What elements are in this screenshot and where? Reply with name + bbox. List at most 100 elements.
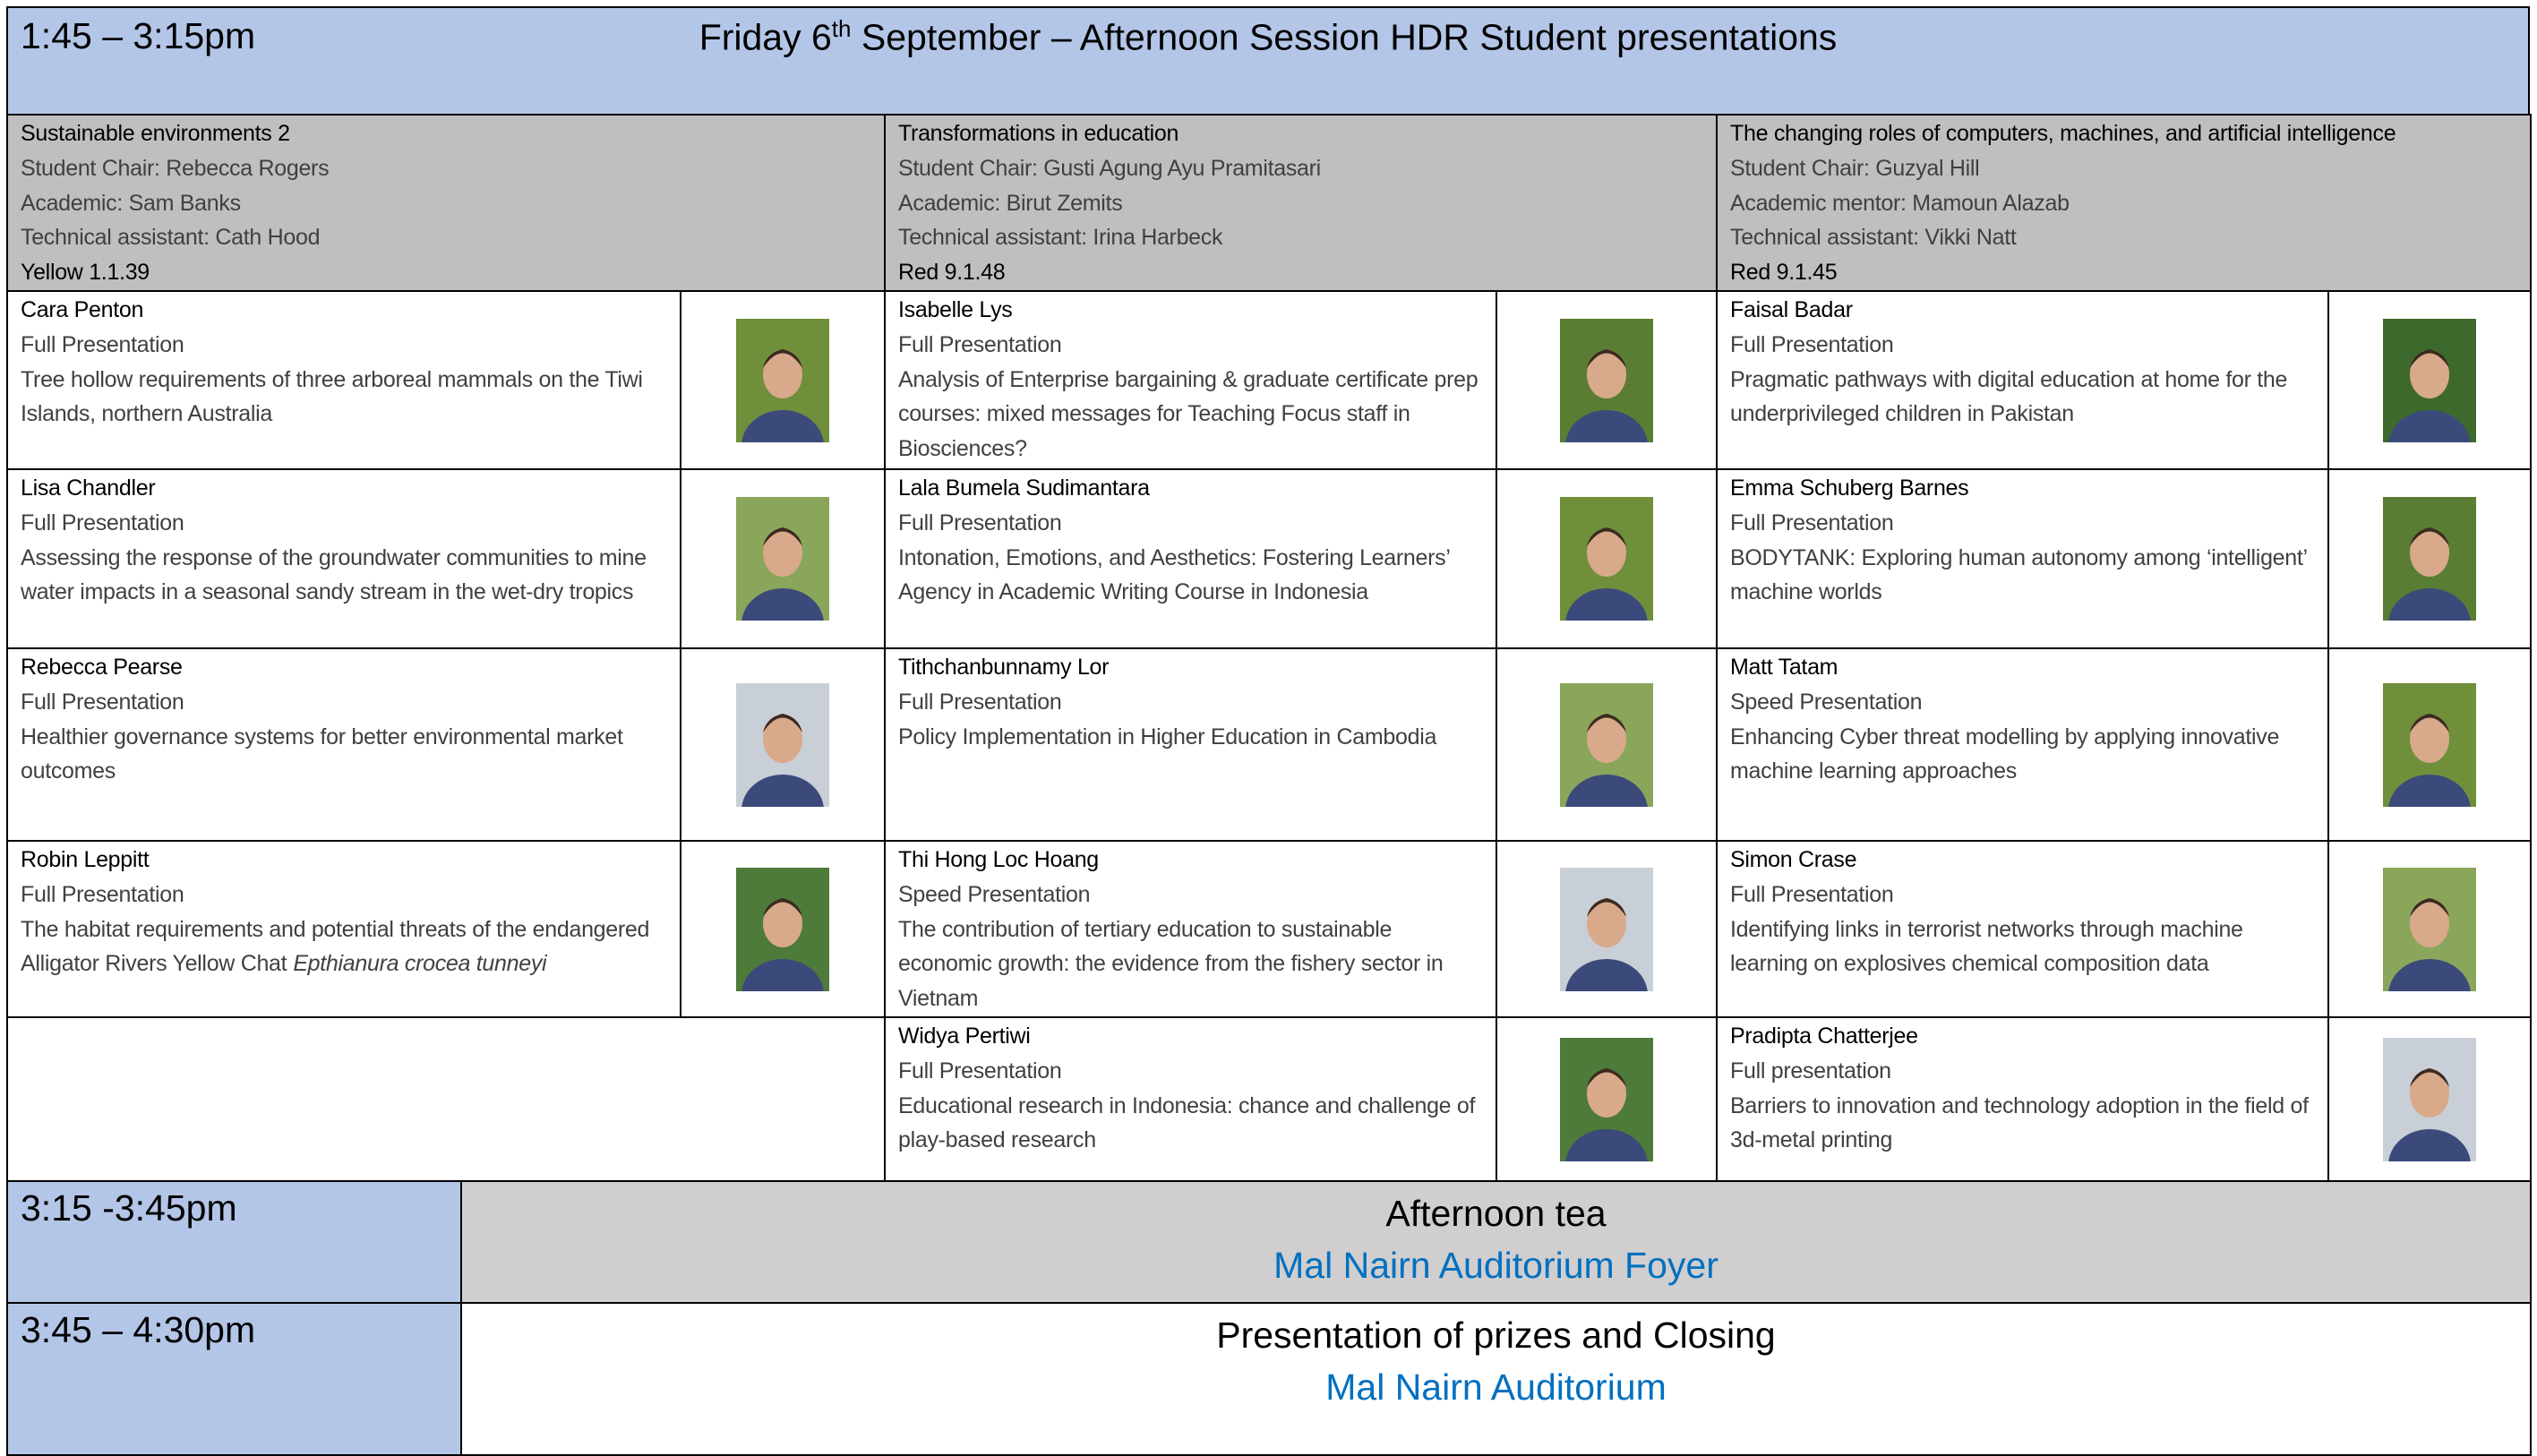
break-content: Afternoon tea Mal Nairn Auditorium Foyer: [462, 1187, 2530, 1291]
presenter-name: Pradipta Chatterjee: [1730, 1023, 1918, 1049]
title-text: Intonation, Emotions, and Aesthetics: Fo…: [898, 544, 1450, 605]
break-location: Mal Nairn Auditorium Foyer: [1273, 1245, 1718, 1286]
session-technical: Technical assistant: Irina Harbeck: [898, 225, 1223, 251]
break-time: 3:45 – 4:30pm: [21, 1309, 256, 1350]
presentation-type: Full Presentation: [898, 689, 1062, 715]
title-ordinal: th: [831, 15, 852, 42]
presenter-cell: Thi Hong Loc Hoang Speed Presentation The …: [884, 840, 1497, 1018]
photo-cell: [680, 290, 886, 470]
presentation-title: The habitat requirements and potential t…: [21, 912, 667, 982]
presenter-info: Rebecca Pearse Full Presentation Healthier…: [8, 649, 680, 789]
presenter-name: Isabelle Lys: [898, 297, 1013, 322]
session-name: The changing roles of computers, machine…: [1730, 121, 2396, 146]
presentation-type: Full Presentation: [898, 331, 1062, 357]
presenter-cell: Faisal Badar Full Presentation Pragmatic p…: [1716, 290, 2329, 470]
presenter-info: Matt Tatam Speed Presentation Enhancing Cy…: [1718, 649, 2327, 789]
title-text: The habitat requirements and potential t…: [21, 916, 650, 977]
title-text: Assessing the response of the groundwate…: [21, 544, 647, 605]
presentation-title: Assessing the response of the groundwate…: [21, 541, 667, 611]
session-academic: Academic mentor: Mamoun Alazab: [1730, 190, 2070, 216]
title-text: The contribution of tertiary education t…: [898, 916, 1444, 1012]
photo: [736, 318, 829, 442]
break-time-cell: 3:15 -3:45pm: [6, 1180, 462, 1304]
presentation-type: Full Presentation: [1730, 881, 1894, 907]
presentation-type: Full Presentation: [21, 881, 184, 907]
title-part: Friday 6: [699, 16, 832, 58]
presenter-info: Simon Crase Full Presentation Identifying …: [1718, 842, 2327, 981]
photo-cell: [1496, 1016, 1718, 1182]
break-title: Presentation of prizes and Closing: [1216, 1315, 1776, 1356]
presenter-name: Thi Hong Loc Hoang: [898, 847, 1099, 872]
title-text: Analysis of Enterprise bargaining & grad…: [898, 366, 1478, 462]
presentation-type: Full Presentation: [898, 510, 1062, 535]
presentation-type: Speed Presentation: [1730, 689, 1923, 715]
session-name: Sustainable environments 2: [21, 121, 290, 146]
presentation-title: Educational research in Indonesia: chanc…: [898, 1089, 1483, 1159]
session-room: Red 9.1.45: [1730, 260, 1838, 286]
photo: [2383, 682, 2476, 807]
break-content: Presentation of prizes and Closing Mal Na…: [462, 1309, 2530, 1413]
presenter-name: Matt Tatam: [1730, 655, 1838, 680]
presenter-info: Robin Leppitt Full Presentation The habita…: [8, 842, 680, 981]
presenter-cell: Emma Schuberg Barnes Full Presentation BOD…: [1716, 468, 2329, 649]
presentation-title: Identifying links in terrorist networks …: [1730, 912, 2315, 982]
title-text: Policy Implementation in Higher Educatio…: [898, 724, 1437, 749]
break-time: 3:15 -3:45pm: [21, 1187, 237, 1229]
photo: [1560, 682, 1653, 807]
presentation-type: Full presentation: [1730, 1058, 1891, 1083]
photo: [736, 867, 829, 991]
photo: [2383, 867, 2476, 991]
presentation-type: Speed Presentation: [898, 881, 1091, 907]
title-text: Identifying links in terrorist networks …: [1730, 916, 2243, 977]
session-info: The changing roles of computers, machine…: [1718, 116, 2530, 290]
photo: [2383, 497, 2476, 621]
session-header: Sustainable environments 2 Student Chair:…: [6, 114, 886, 292]
presenter-cell: Lala Bumela Sudimantara Full Presentation…: [884, 468, 1497, 649]
presenter-name: Lala Bumela Sudimantara: [898, 475, 1150, 501]
photo: [736, 682, 829, 807]
presenter-name: Rebecca Pearse: [21, 655, 183, 680]
session-chair: Student Chair: Rebecca Rogers: [21, 155, 330, 181]
session-info: Sustainable environments 2 Student Chair:…: [8, 116, 884, 290]
presenter-cell: Cara Penton Full Presentation Tree hollow …: [6, 290, 681, 470]
session-header: Transformations in education Student Chai…: [884, 114, 1718, 292]
presentation-title: Intonation, Emotions, and Aesthetics: Fo…: [898, 541, 1483, 611]
photo-cell: [2327, 840, 2532, 1018]
photo-cell: [680, 647, 886, 842]
break-location: Mal Nairn Auditorium: [1325, 1366, 1667, 1408]
presenter-info: Emma Schuberg Barnes Full Presentation BOD…: [1718, 470, 2327, 610]
title-text: Pragmatic pathways with digital educatio…: [1730, 366, 2288, 427]
photo: [1560, 497, 1653, 621]
presenter-name: Tithchanbunnamy Lor: [898, 655, 1110, 680]
presenter-info: Faisal Badar Full Presentation Pragmatic p…: [1718, 292, 2327, 432]
presenter-cell: Simon Crase Full Presentation Identifying …: [1716, 840, 2329, 1018]
presenter-info: Thi Hong Loc Hoang Speed Presentation The …: [886, 842, 1496, 1016]
presenter-cell: Widya Pertiwi Full Presentation Educationa…: [884, 1016, 1497, 1182]
presenter-name: Faisal Badar: [1730, 297, 1853, 322]
break-title: Afternoon tea: [1385, 1193, 1607, 1234]
presenter-cell: Isabelle Lys Full Presentation Analysis of…: [884, 290, 1497, 470]
photo-cell: [2327, 1016, 2532, 1182]
title-text: Barriers to innovation and technology ad…: [1730, 1092, 2309, 1153]
photo: [736, 497, 829, 621]
break-time-cell: 3:45 – 4:30pm: [6, 1302, 462, 1456]
presenter-info: Pradipta Chatterjee Full presentation Barr…: [1718, 1018, 2327, 1158]
presentation-title: Pragmatic pathways with digital educatio…: [1730, 363, 2315, 433]
presentation-type: Full Presentation: [1730, 331, 1894, 357]
photo-cell: [680, 468, 886, 649]
photo-cell: [680, 840, 886, 1018]
photo: [1560, 867, 1653, 991]
presenter-cell: Matt Tatam Speed Presentation Enhancing Cy…: [1716, 647, 2329, 842]
session-room: Red 9.1.48: [898, 260, 1006, 286]
photo: [2383, 318, 2476, 442]
title-text: BODYTANK: Exploring human autonomy among…: [1730, 544, 2307, 605]
header: 1:45 – 3:15pm Friday 6th September – Aft…: [6, 6, 2530, 116]
break-content-cell: Afternoon tea Mal Nairn Auditorium Foyer: [460, 1180, 2532, 1304]
presentation-title: BODYTANK: Exploring human autonomy among…: [1730, 541, 2315, 611]
photo: [1560, 318, 1653, 442]
presenter-name: Simon Crase: [1730, 847, 1857, 872]
title-text: Tree hollow requirements of three arbore…: [21, 366, 643, 427]
session-academic: Academic: Birut Zemits: [898, 190, 1123, 216]
photo-cell: [2327, 468, 2532, 649]
